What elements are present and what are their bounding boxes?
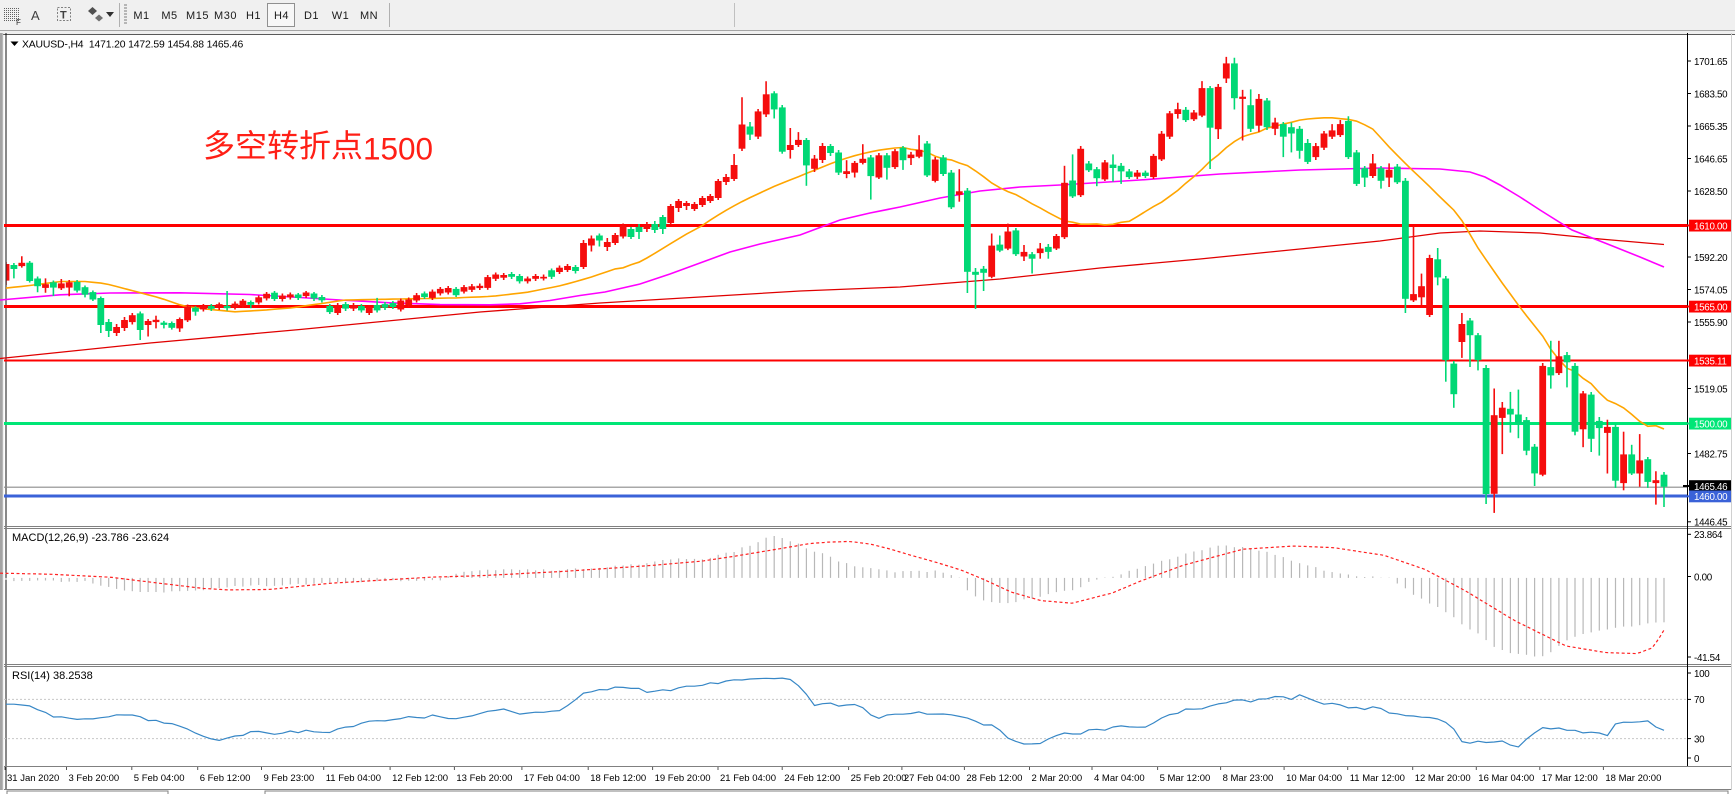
svg-text:F: F: [16, 18, 21, 27]
svg-text:MACD(12,26,9) -23.786 -23.624: MACD(12,26,9) -23.786 -23.624: [12, 532, 169, 544]
svg-text:17 Feb 04:00: 17 Feb 04:00: [524, 773, 580, 784]
svg-text:2 Mar 20:00: 2 Mar 20:00: [1032, 773, 1083, 784]
svg-text:70: 70: [1694, 695, 1705, 706]
svg-text:30: 30: [1694, 734, 1705, 745]
svg-text:21 Feb 04:00: 21 Feb 04:00: [720, 773, 776, 784]
svg-text:1482.75: 1482.75: [1694, 449, 1728, 460]
svg-text:H1: H1: [246, 10, 261, 22]
svg-text:A: A: [31, 8, 40, 23]
svg-text:5 Feb 04:00: 5 Feb 04:00: [134, 773, 185, 784]
svg-text:-41.54: -41.54: [1694, 653, 1721, 664]
svg-text:1500.00: 1500.00: [1694, 419, 1728, 430]
svg-text:XAUUSD-,H4 1471.20 1472.59 14: XAUUSD-,H4 1471.20 1472.59 1454.88 1465.…: [22, 40, 244, 51]
svg-text:12 Feb 12:00: 12 Feb 12:00: [392, 773, 448, 784]
svg-text:1592.20: 1592.20: [1694, 253, 1728, 264]
svg-text:1665.35: 1665.35: [1694, 122, 1728, 133]
svg-text:100: 100: [1694, 669, 1710, 680]
svg-text:31 Jan 2020: 31 Jan 2020: [7, 773, 59, 784]
svg-text:24 Feb 12:00: 24 Feb 12:00: [784, 773, 840, 784]
svg-text:1574.05: 1574.05: [1694, 285, 1728, 296]
svg-text:M30: M30: [214, 10, 237, 22]
svg-text:27 Feb 04:00: 27 Feb 04:00: [904, 773, 960, 784]
svg-text:9 Feb 23:00: 9 Feb 23:00: [264, 773, 315, 784]
svg-text:1465.46: 1465.46: [1694, 482, 1728, 493]
svg-text:19 Feb 20:00: 19 Feb 20:00: [655, 773, 711, 784]
svg-text:13 Feb 20:00: 13 Feb 20:00: [456, 773, 512, 784]
svg-text:18 Feb 12:00: 18 Feb 12:00: [590, 773, 646, 784]
svg-text:1565.00: 1565.00: [1694, 302, 1728, 313]
svg-text:1610.00: 1610.00: [1694, 221, 1728, 232]
svg-text:23.864: 23.864: [1694, 530, 1723, 541]
svg-text:6 Feb 12:00: 6 Feb 12:00: [200, 773, 251, 784]
svg-text:12 Mar 20:00: 12 Mar 20:00: [1415, 773, 1471, 784]
svg-text:1555.90: 1555.90: [1694, 318, 1728, 329]
svg-text:MN: MN: [360, 10, 378, 22]
svg-text:1519.05: 1519.05: [1694, 384, 1728, 395]
svg-text:1446.45: 1446.45: [1694, 518, 1728, 529]
svg-text:1701.65: 1701.65: [1694, 57, 1728, 68]
svg-text:1646.65: 1646.65: [1694, 154, 1728, 165]
svg-text:10 Mar 04:00: 10 Mar 04:00: [1286, 773, 1342, 784]
svg-text:16 Mar 04:00: 16 Mar 04:00: [1478, 773, 1534, 784]
svg-text:1460.00: 1460.00: [1694, 492, 1728, 503]
svg-text:28 Feb 12:00: 28 Feb 12:00: [966, 773, 1022, 784]
svg-text:M5: M5: [161, 10, 177, 22]
svg-text:1535.11: 1535.11: [1694, 356, 1727, 367]
svg-text:1683.50: 1683.50: [1694, 89, 1728, 100]
svg-text:11 Mar 12:00: 11 Mar 12:00: [1350, 773, 1405, 784]
svg-text:RSI(14) 38.2538: RSI(14) 38.2538: [12, 670, 93, 682]
svg-text:3 Feb 20:00: 3 Feb 20:00: [69, 773, 120, 784]
svg-text:18 Mar 20:00: 18 Mar 20:00: [1605, 773, 1661, 784]
svg-text:25 Feb 20:00: 25 Feb 20:00: [851, 773, 907, 784]
svg-text:1500: 1500: [363, 131, 433, 167]
svg-text:17 Mar 12:00: 17 Mar 12:00: [1542, 773, 1598, 784]
svg-text:1628.50: 1628.50: [1694, 187, 1728, 198]
svg-text:M1: M1: [133, 10, 149, 22]
svg-text:11 Feb 04:00: 11 Feb 04:00: [326, 773, 381, 784]
svg-text:H4: H4: [274, 10, 289, 22]
svg-text:W1: W1: [332, 10, 350, 22]
svg-text:4 Mar 04:00: 4 Mar 04:00: [1094, 773, 1145, 784]
svg-text:0.00: 0.00: [1694, 572, 1713, 583]
svg-text:5 Mar 12:00: 5 Mar 12:00: [1160, 773, 1211, 784]
svg-text:T: T: [60, 10, 67, 22]
svg-text:8 Mar 23:00: 8 Mar 23:00: [1223, 773, 1274, 784]
svg-text:0: 0: [1694, 754, 1700, 765]
svg-text:M15: M15: [186, 10, 209, 22]
svg-text:D1: D1: [304, 10, 319, 22]
